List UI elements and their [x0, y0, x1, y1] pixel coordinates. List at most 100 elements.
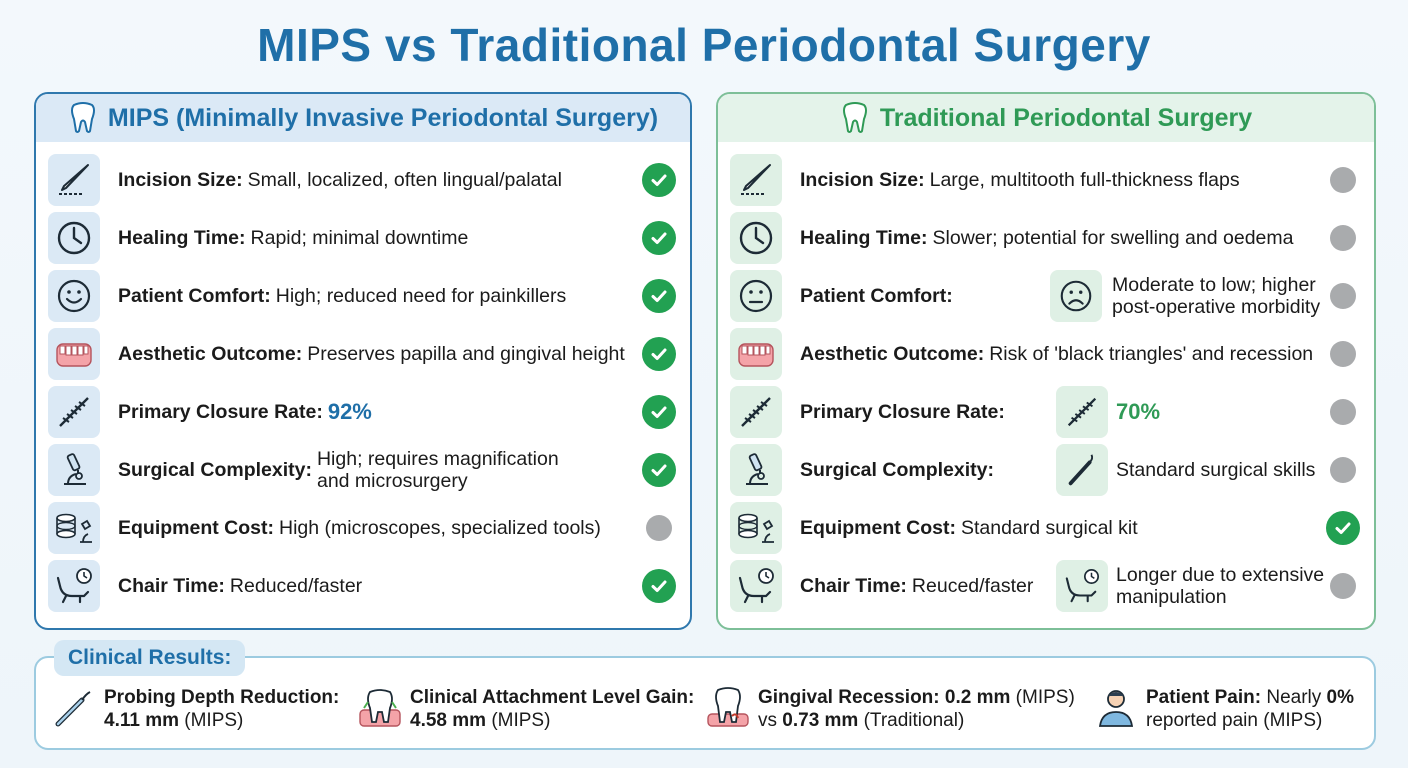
row-label: Aesthetic Outcome: — [800, 342, 985, 365]
mips-row-closure: Primary Closure Rate: 92% — [36, 384, 690, 440]
result-value-note: (MIPS) — [1010, 687, 1075, 708]
row-value: Rapid; minimal downtime — [250, 226, 469, 249]
check-icon — [642, 221, 676, 255]
neutral-dot-icon — [1330, 167, 1356, 193]
scalpel-icon — [48, 154, 100, 206]
neutral-dot-icon — [1330, 399, 1356, 425]
traditional-panel-header: Traditional Periodontal Surgery — [718, 94, 1374, 142]
row-label: Incision Size: — [118, 168, 243, 191]
mips-row-chair: Chair Time: Reduced/faster — [36, 558, 690, 614]
result-patient-pain: Patient Pain: Nearly 0% reported pain (MI… — [1094, 686, 1354, 738]
closure-rate-value: 70% — [1116, 399, 1161, 424]
dental-chair-clock-icon — [1056, 560, 1108, 612]
row-label: Incision Size: — [800, 168, 925, 191]
closure-rate-value: 92% — [327, 399, 372, 424]
check-icon — [642, 279, 676, 313]
mips-row-comfort: Patient Comfort: High; reduced need for p… — [36, 268, 690, 324]
row-label: Patient Comfort: — [118, 284, 271, 307]
gums-icon — [48, 328, 100, 380]
microscope-icon — [48, 444, 100, 496]
clock-icon — [730, 212, 782, 264]
result-label: Patient Pain: — [1146, 687, 1262, 708]
result-value-line2: reported pain (MIPS) — [1146, 710, 1323, 731]
mips-row-aesthetic: Aesthetic Outcome: Preserves papilla and … — [36, 326, 690, 382]
row-value-line1: High; requires magnification — [316, 448, 559, 470]
result-value: 0.2 mm — [944, 687, 1011, 708]
row-label: Healing Time: — [118, 226, 246, 249]
row-label: Surgical Complexity: — [118, 458, 312, 481]
check-icon — [1326, 511, 1360, 545]
dental-chair-clock-icon — [730, 560, 782, 612]
result-value-note: Nearly — [1261, 687, 1327, 708]
row-value-line2: post-operative morbidity — [1112, 296, 1321, 318]
check-icon — [642, 453, 676, 487]
patient-icon — [1094, 686, 1138, 730]
tooth-icon — [68, 101, 98, 135]
dental-chair-clock-icon — [48, 560, 100, 612]
check-icon — [642, 569, 676, 603]
neutral-dot-icon — [1330, 573, 1356, 599]
microscope-icon — [730, 444, 782, 496]
result-value-note: (MIPS) — [486, 710, 551, 731]
check-icon — [642, 163, 676, 197]
mips-header-text: MIPS (Minimally Invasive Periodontal Sur… — [107, 103, 659, 132]
row-label: Aesthetic Outcome: — [118, 342, 303, 365]
tooth-recession-icon — [706, 686, 750, 730]
dental-tool-icon — [1056, 444, 1108, 496]
tooth-gum-icon — [358, 686, 402, 730]
row-label: Equipment Cost: — [118, 516, 274, 539]
row-value: Slower; potential for swelling and oedem… — [932, 226, 1294, 249]
mips-row-healing: Healing Time: Rapid; minimal downtime — [36, 210, 690, 266]
gums-recession-icon — [730, 328, 782, 380]
traditional-header-text: Traditional Periodontal Surgery — [879, 103, 1253, 132]
probe-icon — [52, 686, 96, 730]
row-value-line2: manipulation — [1116, 586, 1227, 608]
clock-icon — [48, 212, 100, 264]
row-value: Standard surgical kit — [961, 516, 1138, 539]
row-label: Chair Time: — [118, 574, 225, 597]
row-label: Healing Time: — [800, 226, 928, 249]
result-gingival-recession: Gingival Recession: 0.2 mm (MIPS) vs 0.73… — [706, 686, 1075, 738]
row-value: High; reduced need for painkillers — [275, 284, 567, 307]
trad-row-complexity: Surgical Complexity: Standard surgical s… — [718, 442, 1374, 498]
suture-icon — [1056, 386, 1108, 438]
result-vs: vs — [758, 710, 783, 731]
neutral-dot-icon — [1330, 283, 1356, 309]
neutral-dot-icon — [646, 515, 672, 541]
mips-row-incision: Incision Size: Small, localized, often li… — [36, 152, 690, 208]
tooth-icon — [840, 101, 870, 135]
row-label: Primary Closure Rate: — [118, 400, 323, 423]
neutral-dot-icon — [1330, 225, 1356, 251]
neutral-face-icon — [730, 270, 782, 322]
neutral-dot-icon — [1330, 457, 1356, 483]
check-icon — [642, 337, 676, 371]
scalpel-icon — [730, 154, 782, 206]
row-value: Standard surgical skills — [1116, 459, 1316, 481]
trad-row-chair: Chair Time: Reuced/faster Longer due to e… — [718, 558, 1374, 614]
result-probing-depth: Probing Depth Reduction: 4.11 mm (MIPS) — [52, 686, 339, 738]
row-label: Primary Closure Rate: — [800, 400, 1005, 423]
row-value: Large, multitooth full-thickness flaps — [929, 168, 1240, 191]
row-value: Reduced/faster — [229, 574, 363, 597]
result-value: 0% — [1326, 687, 1355, 708]
coins-microscope-icon — [730, 502, 782, 554]
row-value-line1: Longer due to extensive — [1116, 564, 1325, 586]
result-value-traditional: 0.73 mm — [782, 710, 859, 731]
result-value-note: (Traditional) — [858, 710, 965, 731]
mips-panel: MIPS (Minimally Invasive Periodontal Sur… — [34, 92, 692, 630]
mips-row-cost: Equipment Cost: High (microscopes, specia… — [36, 500, 690, 556]
row-label: Surgical Complexity: — [800, 458, 994, 481]
row-value-line2: and microsurgery — [316, 470, 468, 492]
result-label: Gingival Recession: — [758, 687, 945, 708]
result-attachment-gain: Clinical Attachment Level Gain: 4.58 mm (… — [358, 686, 694, 738]
mips-row-complexity: Surgical Complexity: High; requires magni… — [36, 442, 690, 498]
row-value: Risk of 'black triangles' and recession — [989, 342, 1314, 365]
coins-microscope-icon — [48, 502, 100, 554]
row-label: Chair Time: — [800, 574, 907, 597]
clinical-results-tag: Clinical Results: — [54, 640, 246, 676]
row-label: Equipment Cost: — [800, 516, 956, 539]
page-title: MIPS vs Traditional Periodontal Surgery — [257, 19, 1151, 71]
suture-icon — [730, 386, 782, 438]
mips-panel-header: MIPS (Minimally Invasive Periodontal Sur… — [36, 94, 690, 142]
trad-row-incision: Incision Size: Large, multitooth full-thi… — [718, 152, 1374, 208]
